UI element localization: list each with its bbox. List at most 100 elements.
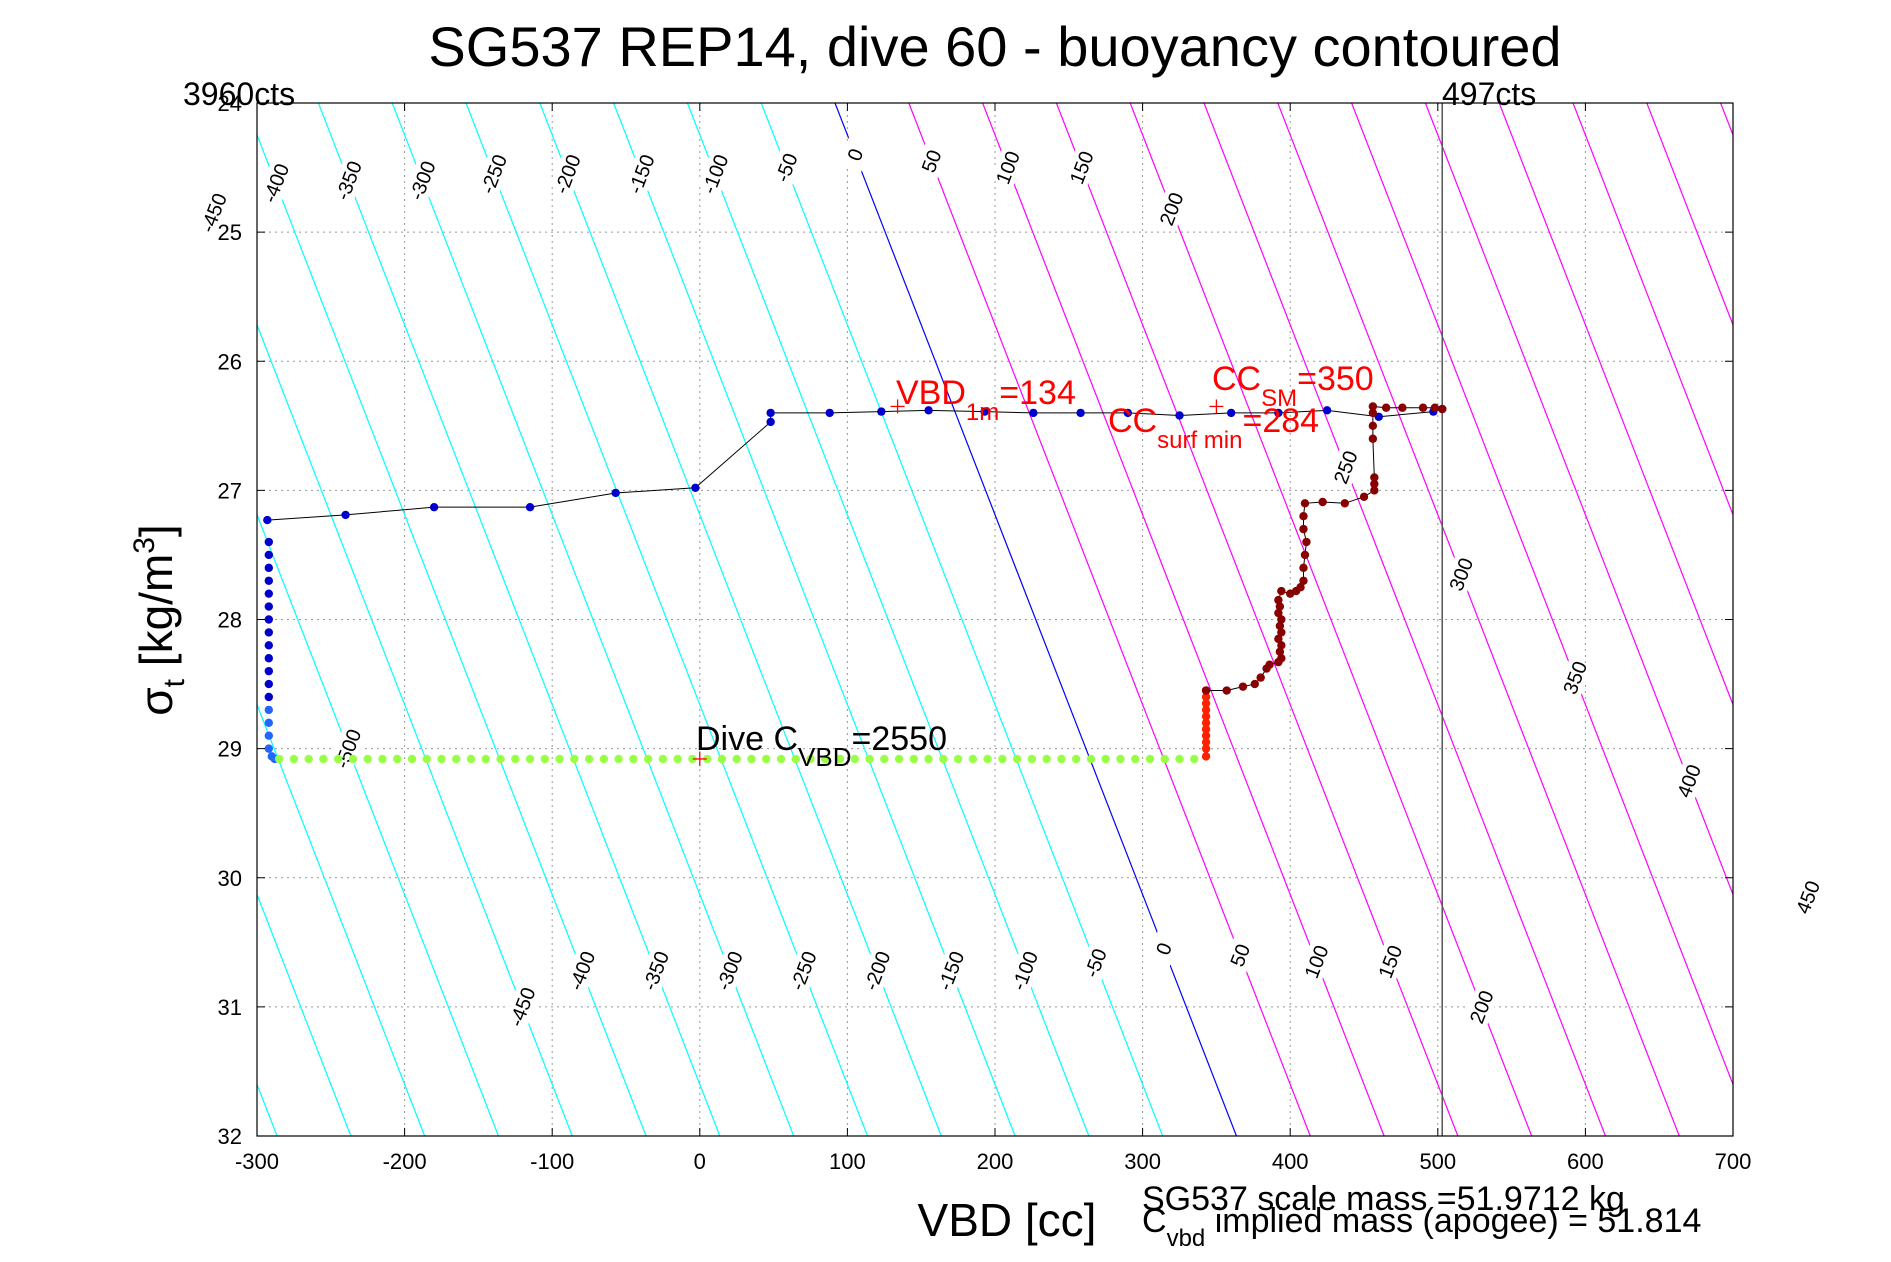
data-point bbox=[1274, 408, 1283, 418]
data-point bbox=[953, 754, 963, 764]
data-point bbox=[264, 718, 274, 727]
data-point bbox=[1277, 654, 1286, 663]
data-point bbox=[909, 754, 919, 764]
y-tick-label: 28 bbox=[218, 608, 242, 633]
y-tick-label: 32 bbox=[218, 1124, 242, 1149]
annotation-vbd-1m: VBD1m=134 bbox=[896, 374, 1076, 426]
data-point bbox=[1160, 754, 1169, 764]
data-point bbox=[481, 754, 490, 764]
data-point bbox=[1145, 754, 1155, 764]
data-point bbox=[880, 754, 889, 764]
contour-label-bg bbox=[550, 154, 585, 194]
footer-scale-mass: SG537 scale mass =51.9712 kg bbox=[1142, 1180, 1625, 1218]
data-point bbox=[877, 407, 886, 416]
data-point bbox=[1299, 512, 1308, 521]
data-point bbox=[1370, 479, 1379, 489]
contour-label-bg bbox=[258, 163, 293, 203]
contour-line bbox=[1498, 103, 1733, 707]
data-point bbox=[1274, 595, 1283, 605]
data-point bbox=[264, 602, 274, 611]
data-point bbox=[747, 754, 756, 764]
vbd-1m-marker bbox=[890, 399, 905, 414]
data-point bbox=[1201, 752, 1211, 761]
contour-label-bg bbox=[331, 161, 366, 200]
data-point bbox=[1299, 576, 1308, 585]
x-tick-label: -100 bbox=[530, 1149, 574, 1174]
data-point bbox=[1116, 754, 1125, 764]
data-point bbox=[1086, 754, 1096, 764]
contour-line bbox=[257, 323, 573, 1136]
data-point bbox=[348, 754, 358, 764]
contour-line bbox=[1351, 103, 1733, 1087]
contour-label-bg bbox=[933, 951, 968, 990]
markers bbox=[692, 399, 1224, 766]
series-apogee-pumping bbox=[274, 754, 1199, 764]
x-tick-label: -300 bbox=[235, 1149, 279, 1174]
data-point bbox=[806, 754, 815, 764]
data-point bbox=[1265, 660, 1274, 669]
contour-label-bg bbox=[564, 951, 599, 990]
data-point bbox=[691, 483, 700, 492]
data-point bbox=[865, 754, 874, 764]
contour-label-bg bbox=[712, 951, 747, 990]
data-point bbox=[1277, 641, 1286, 650]
data-point bbox=[1340, 499, 1350, 508]
series-climb-deep bbox=[264, 537, 274, 702]
dive-cvbd-marker bbox=[692, 751, 707, 766]
data-point bbox=[791, 754, 800, 764]
data-point bbox=[570, 754, 579, 764]
contour-label-bg bbox=[1443, 555, 1478, 594]
contour-line bbox=[1277, 103, 1680, 1136]
data-point bbox=[611, 488, 620, 498]
data-point bbox=[304, 754, 313, 764]
data-point bbox=[1256, 673, 1265, 682]
footer-implied-mass: Cvbd implied mass (apogee) = 51.814 bbox=[1142, 1202, 1701, 1252]
data-point bbox=[599, 754, 609, 764]
data-point bbox=[1277, 586, 1286, 596]
contour-label-bg bbox=[698, 154, 732, 194]
data-point bbox=[835, 754, 845, 764]
data-point bbox=[264, 537, 274, 547]
contour-label-bg bbox=[838, 135, 873, 174]
data-point bbox=[496, 754, 505, 764]
data-point bbox=[422, 754, 431, 764]
contour-label-bg bbox=[476, 154, 511, 194]
data-point bbox=[1222, 686, 1231, 695]
contour-label-bg bbox=[1557, 658, 1592, 697]
data-point bbox=[264, 563, 274, 573]
data-point bbox=[1368, 434, 1378, 443]
data-point bbox=[1302, 537, 1311, 547]
contour-line bbox=[1203, 103, 1607, 1136]
data-point bbox=[1368, 421, 1378, 431]
data-point bbox=[1201, 699, 1211, 708]
data-point bbox=[825, 408, 834, 418]
data-point bbox=[1368, 402, 1378, 411]
data-point bbox=[762, 754, 771, 764]
contour-line bbox=[1424, 103, 1733, 897]
contour-label-bg bbox=[624, 154, 659, 194]
data-point bbox=[466, 754, 476, 764]
data-point bbox=[1277, 628, 1286, 637]
data-point bbox=[1277, 615, 1286, 624]
data-point bbox=[264, 589, 274, 598]
contour-label-bg bbox=[505, 987, 540, 1027]
data-point bbox=[1274, 634, 1283, 644]
data-point bbox=[1201, 712, 1211, 721]
y-axis-label-sub: t bbox=[158, 678, 191, 687]
y-axis-label-main: σ bbox=[130, 687, 182, 715]
data-point bbox=[264, 744, 274, 753]
series-dive bbox=[1201, 402, 1447, 695]
data-point bbox=[1190, 754, 1199, 764]
data-point bbox=[525, 502, 535, 512]
contour-label-bg bbox=[1007, 951, 1042, 990]
contour-line bbox=[1129, 103, 1533, 1136]
y-axis-label: σt [kg/m3] bbox=[128, 524, 191, 715]
x-tick-label: 100 bbox=[829, 1149, 866, 1174]
data-point bbox=[821, 754, 830, 764]
series-line bbox=[267, 408, 1443, 521]
data-point bbox=[1201, 725, 1211, 734]
data-point bbox=[264, 615, 274, 624]
data-point bbox=[1418, 403, 1428, 412]
x-axis-ticks: -300 -200 -100 0 100 200 300 400 500 600 700 bbox=[235, 103, 1751, 1174]
